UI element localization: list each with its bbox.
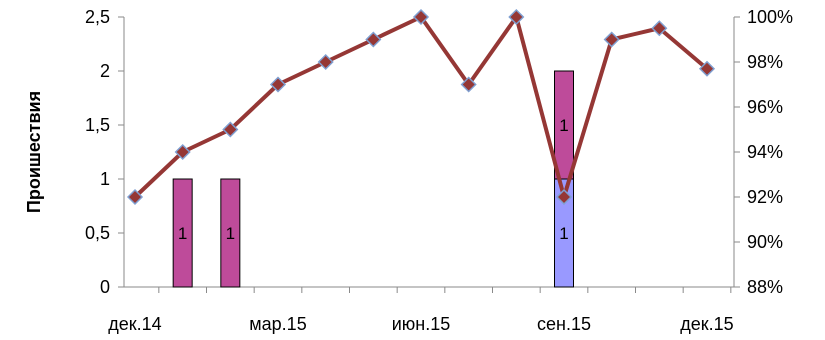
bar-value-label: 1 <box>559 116 568 135</box>
series-marker <box>651 20 668 37</box>
left-tick-label: 2,5 <box>85 7 110 27</box>
right-tick-label: 100% <box>747 7 793 27</box>
bar-value-label: 1 <box>178 224 187 243</box>
series-marker <box>126 188 144 206</box>
series-marker <box>269 76 287 93</box>
bar <box>220 178 241 288</box>
left-tick-label: 1,5 <box>85 115 110 135</box>
series-marker <box>508 8 525 26</box>
right-tick-label: 96% <box>747 97 783 117</box>
labels: 0 0,5 1 1,5 2 2,5 88% 90% 92% 94% 96% 98% 100% дек.14… <box>24 7 793 334</box>
right-tick-label: 88% <box>747 277 783 297</box>
bar <box>554 70 574 180</box>
left-tick-label: 1 <box>100 169 110 189</box>
series-marker <box>460 76 477 93</box>
series-marker <box>698 60 716 77</box>
x-tick-label: сен.15 <box>537 314 591 334</box>
bar <box>172 178 193 288</box>
right-tick-label: 98% <box>747 52 783 72</box>
x-tick-label: мар.15 <box>249 314 306 334</box>
x-tick-label: дек.15 <box>680 314 733 334</box>
series-marker <box>174 143 191 161</box>
x-tick-label: июн.15 <box>392 314 451 334</box>
bar-value-label: 1 <box>226 224 235 243</box>
x-tick-label: дек.14 <box>108 314 161 334</box>
left-tick-label: 0 <box>100 277 110 297</box>
right-tick-label: 92% <box>747 187 783 207</box>
series-marker <box>555 188 573 206</box>
series-line <box>133 15 709 199</box>
bars <box>172 70 574 288</box>
left-tick-label: 0,5 <box>85 223 110 243</box>
right-tick-label: 94% <box>747 142 783 162</box>
series-marker <box>317 53 334 71</box>
right-tick-label: 90% <box>747 232 783 252</box>
left-tick-label: 2 <box>100 61 110 81</box>
y-axis-title: Проишествия <box>24 91 44 213</box>
axes <box>118 16 740 293</box>
series-marker <box>412 8 430 26</box>
series-marker <box>603 31 620 48</box>
series-marker <box>365 31 382 48</box>
series-marker <box>222 121 239 138</box>
bar-value-label: 1 <box>559 224 568 243</box>
line-series <box>126 8 716 206</box>
